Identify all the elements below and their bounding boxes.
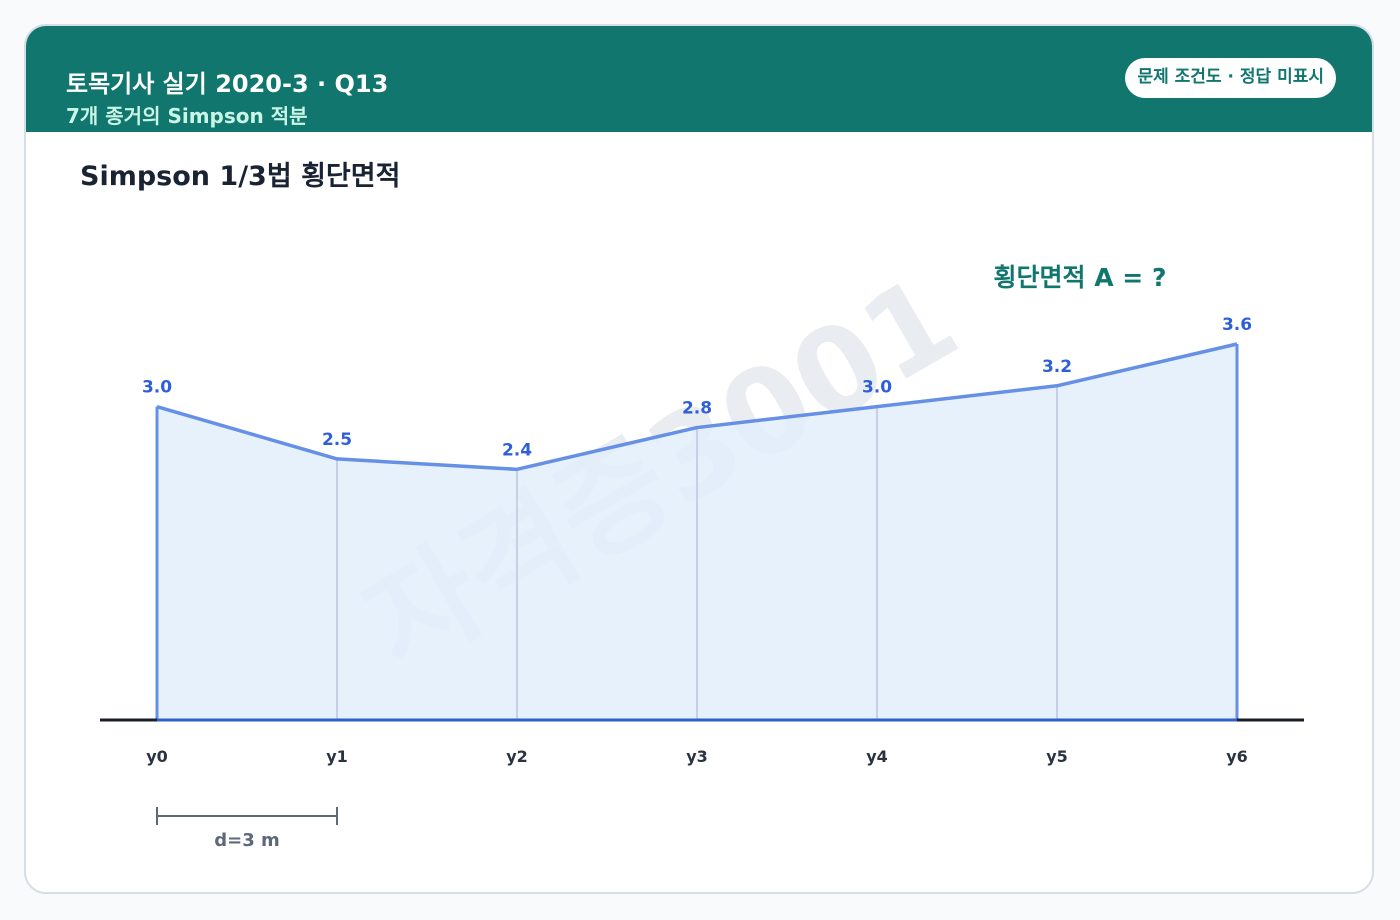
value-label-y4: 3.0 — [862, 378, 892, 398]
spacing-label: d=3 m — [214, 830, 280, 851]
status-badge: 문제 조건도 · 정답 미표시 — [1125, 58, 1336, 98]
ordinate-label-y0: y0 — [146, 747, 168, 766]
ordinate-label-y3: y3 — [686, 747, 708, 766]
value-label-y5: 3.2 — [1042, 357, 1072, 377]
profile-line — [156, 342, 1238, 472]
value-label-y6: 3.6 — [1222, 315, 1252, 335]
ordinate-label-y2: y2 — [506, 747, 528, 766]
ordinate-labels: y0 y1 y2 y3 y4 y5 y6 — [146, 747, 1248, 766]
area-question: 횡단면적 A = ? — [994, 263, 1167, 292]
ordinate-label-y5: y5 — [1046, 747, 1068, 766]
ordinate-label-y6: y6 — [1226, 747, 1248, 766]
header-title: 토목기사 실기 2020-3 · Q13 — [66, 70, 389, 98]
header-bar: 토목기사 실기 2020-3 · Q13 7개 종거의 Simpson 적분 문… — [26, 26, 1372, 132]
value-label-y0: 3.0 — [142, 378, 172, 398]
simpson-diagram: 자격증3001 3.02.52.42.83.03.23.6 y0y1y2y3y4… — [100, 249, 1304, 851]
value-label-y3: 2.8 — [682, 399, 712, 419]
spacing-dimension: d=3 m — [156, 807, 338, 851]
diagram-title: Simpson 1/3법 횡단면적 — [80, 161, 401, 192]
value-label-y2: 2.4 — [502, 440, 532, 460]
diagram-card: 토목기사 실기 2020-3 · Q13 7개 종거의 Simpson 적분 문… — [24, 24, 1374, 894]
ordinate-label-y4: y4 — [866, 747, 888, 766]
ordinate-lines — [155, 344, 1239, 720]
header-subtitle: 7개 종거의 Simpson 적분 — [66, 104, 308, 128]
ordinate-label-y1: y1 — [326, 747, 348, 766]
value-labels: 3.0 2.5 2.4 2.8 3.0 3.2 3.6 — [142, 315, 1252, 460]
value-label-y1: 2.5 — [322, 430, 352, 450]
